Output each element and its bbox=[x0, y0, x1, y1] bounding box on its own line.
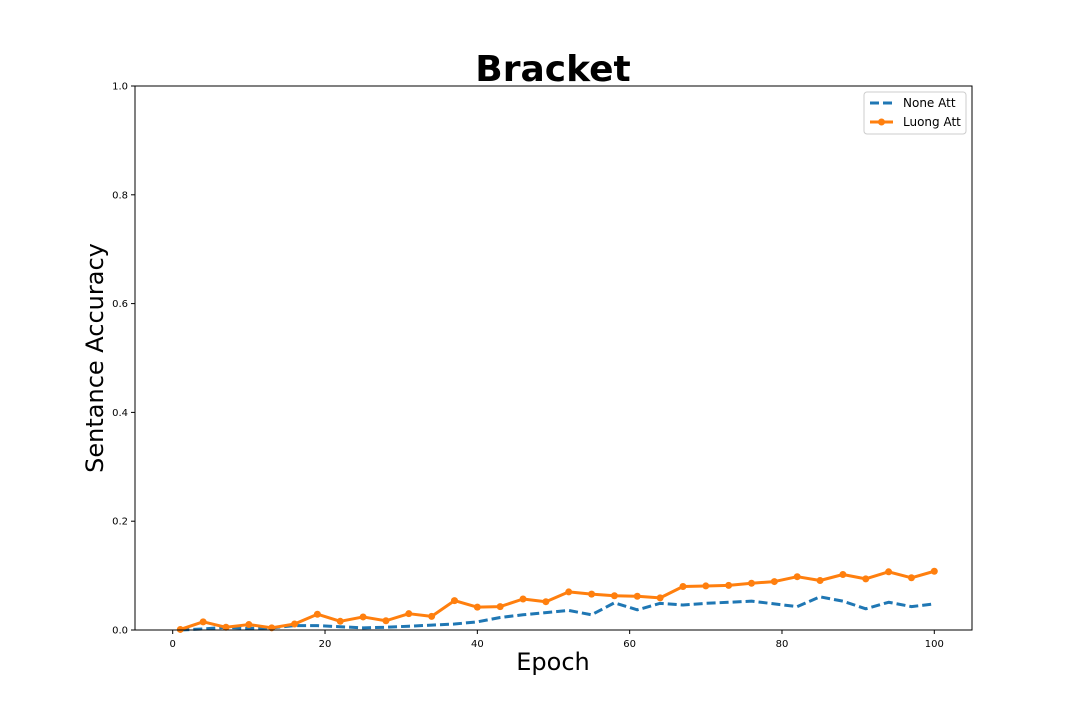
x-tick-label: 20 bbox=[319, 639, 332, 650]
data-point-luong-att bbox=[519, 595, 527, 603]
y-tick-label: 0.0 bbox=[112, 626, 128, 637]
data-point-luong-att bbox=[382, 617, 390, 625]
data-point-luong-att bbox=[770, 578, 778, 586]
data-point-luong-att bbox=[588, 590, 596, 598]
y-tick-label: 1.0 bbox=[112, 82, 128, 93]
x-tick-label: 60 bbox=[623, 639, 636, 650]
legend-none-att-label: None Att bbox=[903, 96, 956, 110]
data-point-luong-att bbox=[542, 598, 550, 606]
data-point-luong-att bbox=[725, 581, 733, 589]
x-tick-label: 100 bbox=[925, 639, 944, 650]
data-point-luong-att bbox=[565, 588, 573, 596]
x-axis-label: Epoch bbox=[516, 648, 590, 676]
data-point-luong-att bbox=[405, 610, 413, 618]
data-point-luong-att bbox=[313, 610, 321, 618]
data-point-luong-att bbox=[473, 603, 481, 611]
data-point-luong-att bbox=[862, 575, 870, 583]
series-line-luong-att bbox=[179, 569, 935, 631]
data-point-luong-att bbox=[336, 617, 344, 625]
plot-frame bbox=[134, 85, 973, 631]
data-point-luong-att bbox=[885, 568, 893, 576]
data-point-luong-att bbox=[291, 620, 299, 628]
data-point-luong-att bbox=[816, 576, 824, 584]
x-tick-label: 80 bbox=[776, 639, 789, 650]
y-tick-label: 0.6 bbox=[112, 299, 128, 310]
data-point-luong-att bbox=[359, 613, 367, 621]
axis-ticks: 0 20 40 60 80 100 0.0 0.2 0.4 0.6 0.8 1.0 bbox=[112, 82, 944, 651]
series-line-none-att bbox=[180, 595, 935, 632]
legend-luong-att-marker bbox=[878, 118, 885, 126]
data-point-luong-att bbox=[176, 625, 184, 633]
data-point-luong-att bbox=[199, 618, 207, 626]
legend-luong-att-label: Luong Att bbox=[903, 115, 961, 129]
data-point-luong-att bbox=[496, 603, 504, 611]
x-tick-label: 40 bbox=[471, 639, 484, 650]
data-point-luong-att bbox=[656, 594, 664, 602]
data-point-luong-att bbox=[428, 612, 436, 620]
chart-title: Bracket bbox=[475, 49, 630, 90]
legend: None Att Luong Att bbox=[863, 91, 967, 135]
data-point-luong-att bbox=[748, 579, 756, 587]
data-point-luong-att bbox=[679, 582, 687, 590]
data-point-luong-att bbox=[450, 597, 458, 605]
x-tick-label: 0 bbox=[170, 639, 176, 650]
y-tick-label: 0.4 bbox=[112, 408, 128, 419]
data-point-luong-att bbox=[222, 623, 230, 631]
data-point-luong-att bbox=[702, 582, 710, 590]
data-point-luong-att bbox=[793, 573, 801, 581]
y-tick-label: 0.2 bbox=[112, 517, 128, 528]
data-point-luong-att bbox=[245, 621, 253, 629]
y-tick-label: 0.8 bbox=[112, 190, 128, 201]
data-point-luong-att bbox=[839, 571, 847, 579]
y-axis-label: Sentance Accuracy bbox=[81, 243, 109, 473]
data-point-luong-att bbox=[930, 567, 938, 575]
data-point-luong-att bbox=[633, 592, 641, 600]
data-point-luong-att bbox=[610, 592, 618, 600]
data-point-luong-att bbox=[907, 574, 915, 582]
